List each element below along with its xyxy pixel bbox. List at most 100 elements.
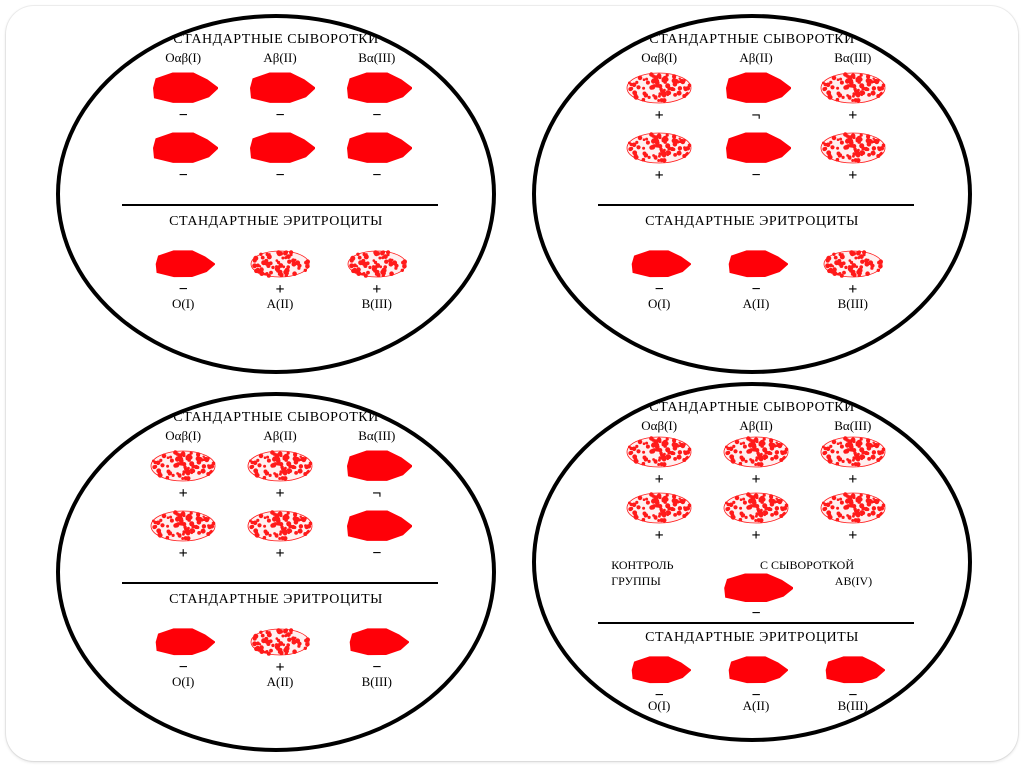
eryth-blob-c1 [627, 654, 691, 686]
sera-sign-r2-c2: − [275, 168, 284, 184]
eryth-col-label-1: О(I) [172, 674, 194, 690]
sera-col-label-2: Аβ(II) [263, 50, 296, 66]
erythrocyte-column-labels: О(I) А(II) В(III) [536, 698, 968, 716]
eryth-blob-c3 [345, 626, 409, 658]
divider-line [598, 204, 915, 206]
erythrocyte-title: СТАНДАРТНЫЕ ЭРИТРОЦИТЫ [536, 214, 968, 230]
control-sign: − [751, 606, 760, 622]
sera-sign-r1-c2: − [275, 108, 284, 124]
eryth-blob-c1 [151, 248, 215, 280]
sera-sign-r2-c1: + [655, 168, 664, 184]
eryth-blob-c3 [345, 248, 409, 280]
eryth-blob-c1 [151, 626, 215, 658]
sera-sign-r1-c3: + [848, 472, 857, 488]
sera-col-label-3: Вα(III) [358, 50, 395, 66]
sera-sign-r2-c3: − [372, 168, 381, 184]
sera-title: СТАНДАРТНЫЕ СЫВОРОТКИ [60, 32, 492, 48]
control-text-left: КОНТРОЛЬ [611, 558, 673, 573]
sera-blob-r2-c2 [721, 490, 791, 526]
sera-blob-r2-c3 [342, 508, 412, 544]
sera-column-labels: Оαβ(I) Аβ(II) Вα(III) [60, 428, 492, 446]
erythrocyte-column-labels: О(I) А(II) В(III) [60, 296, 492, 314]
sera-title: СТАНДАРТНЫЕ СЫВОРОТКИ [536, 400, 968, 416]
sera-blob-r1-c1 [624, 434, 694, 470]
sera-column-labels: Оαβ(I) Аβ(II) Вα(III) [60, 50, 492, 68]
sera-sign-r1-c3: − [372, 108, 381, 124]
sera-sign-r1-c1: − [179, 108, 188, 124]
sera-col-label-1: Оαβ(I) [165, 50, 201, 66]
sera-col-label-3: Вα(III) [358, 428, 395, 444]
sera-blob-r2-c3 [342, 130, 412, 166]
sera-blob-r1-c1 [148, 448, 218, 484]
sera-blob-r2-c2 [245, 130, 315, 166]
sera-blob-r1-c3 [818, 70, 888, 106]
sera-blob-r1-c2 [721, 70, 791, 106]
eryth-col-label-2: А(II) [743, 698, 770, 714]
divider-line [598, 622, 915, 624]
sera-col-label-1: Оαβ(I) [165, 428, 201, 444]
sera-sign-r2-c3: + [848, 168, 857, 184]
sera-col-label-3: Вα(III) [834, 50, 871, 66]
eryth-blob-c2 [724, 654, 788, 686]
sera-sign-r2-c1: + [179, 546, 188, 562]
sera-col-label-1: Оαβ(I) [641, 50, 677, 66]
sera-sign-r1-c3: ¬ [372, 486, 381, 502]
divider-line [122, 582, 439, 584]
eryth-col-label-2: А(II) [743, 296, 770, 312]
erythrocyte-title: СТАНДАРТНЫЕ ЭРИТРОЦИТЫ [60, 592, 492, 608]
eryth-col-label-2: А(II) [267, 674, 294, 690]
sera-sign-r1-c1: + [655, 108, 664, 124]
sera-title: СТАНДАРТНЫЕ СЫВОРОТКИ [60, 410, 492, 426]
eryth-col-label-3: В(III) [838, 698, 868, 714]
eryth-blob-c1 [627, 248, 691, 280]
eryth-blob-c3 [821, 654, 885, 686]
sera-blob-r2-c3 [818, 490, 888, 526]
sera-blob-r2-c1 [624, 130, 694, 166]
sera-col-label-2: Аβ(II) [739, 418, 772, 434]
sera-sign-r2-c2: + [751, 528, 760, 544]
control-text-group: ГРУППЫ [611, 574, 661, 589]
sera-blob-r2-c3 [818, 130, 888, 166]
eryth-col-label-1: О(I) [648, 698, 670, 714]
eryth-blob-c3 [821, 248, 885, 280]
control-text-ab: АВ(IV) [835, 574, 872, 589]
sera-sign-r1-c2: + [275, 486, 284, 502]
sera-blob-r1-c3 [342, 448, 412, 484]
sera-col-label-1: Оαβ(I) [641, 418, 677, 434]
sera-sign-r2-c2: + [275, 546, 284, 562]
sera-col-label-2: Аβ(II) [263, 428, 296, 444]
sera-sign-r2-c2: − [751, 168, 760, 184]
petri-plate-3: СТАНДАРТНЫЕ СЫВОРОТКИ Оαβ(I) Аβ(II) Вα(III)… [56, 392, 496, 752]
eryth-col-label-1: О(I) [648, 296, 670, 312]
eryth-col-label-3: В(III) [838, 296, 868, 312]
sera-blob-r2-c2 [721, 130, 791, 166]
sera-blob-r1-c1 [624, 70, 694, 106]
eryth-col-label-2: А(II) [267, 296, 294, 312]
erythrocyte-column-labels: О(I) А(II) В(III) [536, 296, 968, 314]
eryth-blob-c2 [724, 248, 788, 280]
sera-blob-r1-c2 [245, 448, 315, 484]
erythrocyte-column-labels: О(I) А(II) В(III) [60, 674, 492, 692]
sera-sign-r2-c1: + [655, 528, 664, 544]
sera-blob-r2-c1 [624, 490, 694, 526]
control-blob [719, 571, 793, 605]
sera-sign-r1-c2: + [751, 472, 760, 488]
sera-sign-r1-c1: + [179, 486, 188, 502]
sera-blob-r1-c3 [342, 70, 412, 106]
sera-blob-r1-c3 [818, 434, 888, 470]
sera-sign-r1-c1: + [655, 472, 664, 488]
sera-col-label-3: Вα(III) [834, 418, 871, 434]
sera-title: СТАНДАРТНЫЕ СЫВОРОТКИ [536, 32, 968, 48]
eryth-col-label-1: О(I) [172, 296, 194, 312]
divider-line [122, 204, 439, 206]
petri-plate-1: СТАНДАРТНЫЕ СЫВОРОТКИ Оαβ(I) Аβ(II) Вα(III)… [56, 14, 496, 374]
sera-blob-r2-c2 [245, 508, 315, 544]
sera-sign-r2-c3: + [848, 528, 857, 544]
sera-sign-r2-c1: − [179, 168, 188, 184]
sera-sign-r1-c3: + [848, 108, 857, 124]
sera-blob-r2-c1 [148, 508, 218, 544]
sera-blob-r1-c2 [245, 70, 315, 106]
eryth-col-label-3: В(III) [362, 296, 392, 312]
eryth-blob-c2 [248, 248, 312, 280]
eryth-col-label-3: В(III) [362, 674, 392, 690]
